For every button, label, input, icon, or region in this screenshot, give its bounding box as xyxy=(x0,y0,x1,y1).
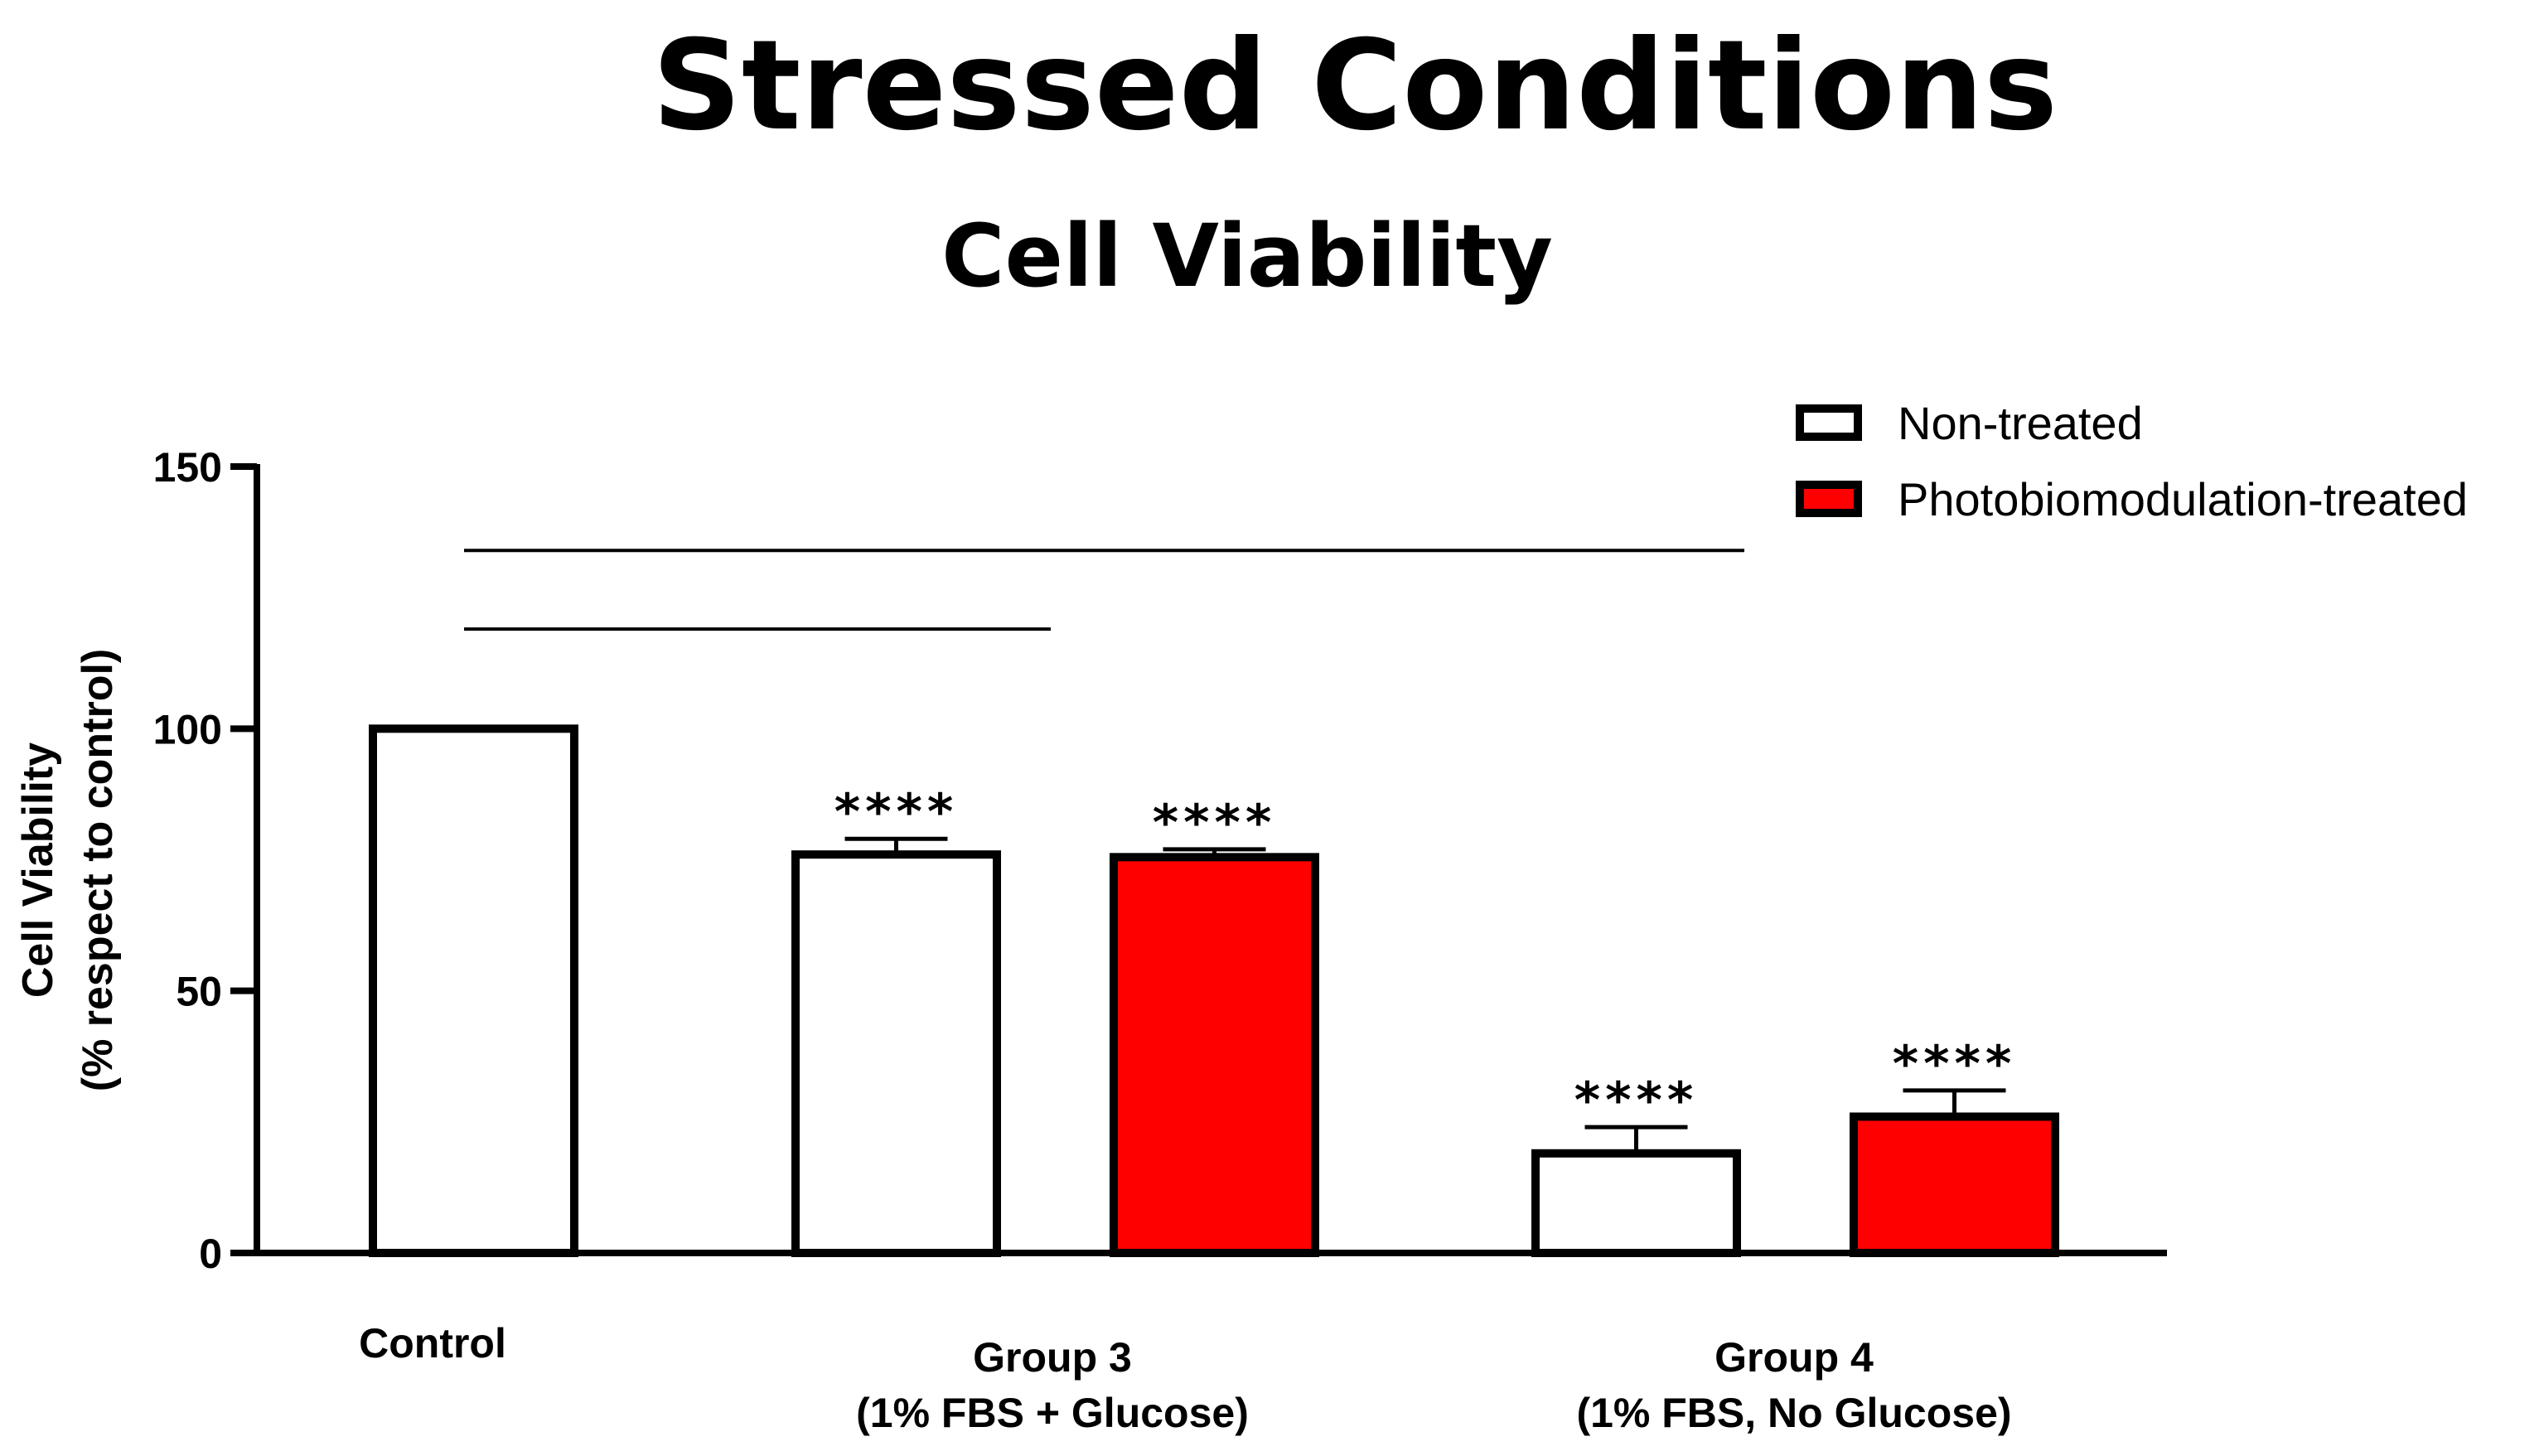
legend-swatch-non-treated xyxy=(1796,404,1862,441)
bar xyxy=(1850,1112,2059,1258)
y-axis-title-line2: (% respect to control) xyxy=(74,649,122,1092)
bar xyxy=(1531,1149,1741,1257)
legend: Non-treated Photobiomodulation-treated xyxy=(1796,397,2468,525)
x-category-label: Group 3 xyxy=(973,1334,1132,1381)
y-tick-label: 50 xyxy=(176,969,222,1015)
y-axis-title: Cell Viability (% respect to control) xyxy=(14,649,122,1092)
legend-label-non-treated: Non-treated xyxy=(1898,397,2143,449)
significance-label: **** xyxy=(834,783,959,841)
bar xyxy=(369,724,578,1257)
y-tick-label: 0 xyxy=(199,1231,222,1277)
significance-label: **** xyxy=(1574,1071,1699,1129)
chart-title: Stressed Conditions xyxy=(652,14,2058,158)
x-category-label: Group 4 xyxy=(1715,1334,1874,1381)
chart-subtitle: Cell Viability xyxy=(941,206,1553,307)
significance-label: **** xyxy=(1893,1035,2017,1093)
legend-swatch-photobiomodulation-treated xyxy=(1796,481,1862,517)
x-category-label: Control xyxy=(359,1320,506,1367)
legend-label-photobiomodulation-treated: Photobiomodulation-treated xyxy=(1898,473,2468,525)
y-tick-label: 150 xyxy=(153,444,222,491)
bar xyxy=(791,850,1001,1257)
plot-area: 0 50 100 150 **** **** **** **** Control Group 3 (… xyxy=(153,444,2167,1436)
significance-label: **** xyxy=(1153,794,1277,852)
bar xyxy=(1110,853,1319,1257)
y-tick-label: 100 xyxy=(153,706,222,752)
y-axis-title-line1: Cell Viability xyxy=(14,743,62,998)
x-category-sublabel: (1% FBS, No Glucose) xyxy=(1576,1390,2011,1436)
x-category-sublabel: (1% FBS + Glucose) xyxy=(856,1390,1249,1436)
